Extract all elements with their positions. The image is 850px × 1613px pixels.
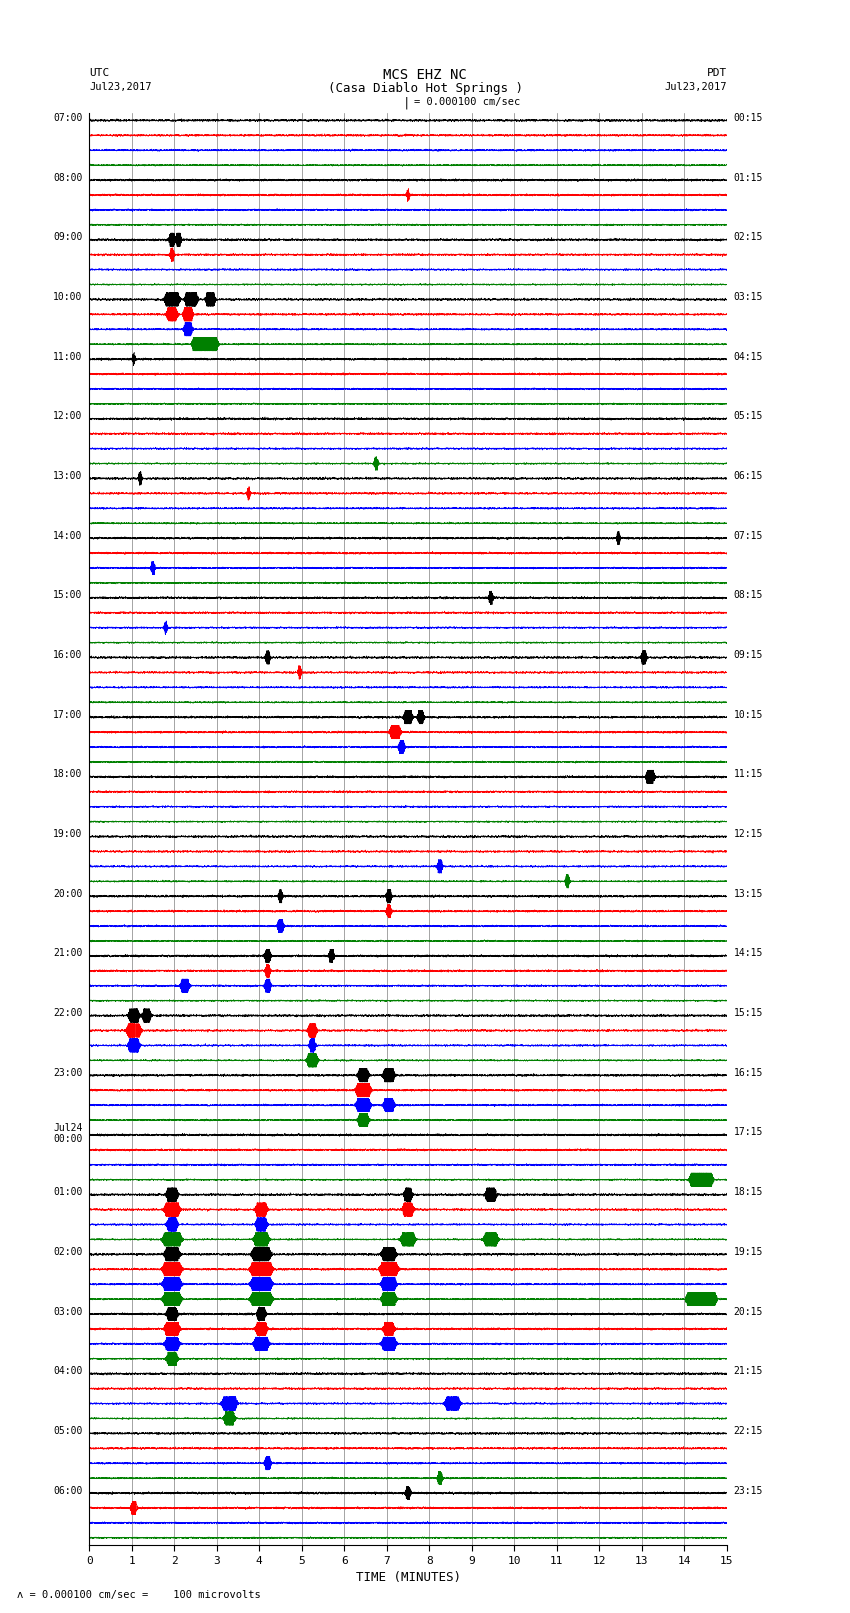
Text: 21:00: 21:00: [53, 948, 82, 958]
Text: 00:00: 00:00: [53, 1134, 82, 1144]
Text: 13:00: 13:00: [53, 471, 82, 481]
Text: 16:15: 16:15: [734, 1068, 763, 1077]
Text: 19:15: 19:15: [734, 1247, 763, 1257]
Text: 03:15: 03:15: [734, 292, 763, 302]
Text: |: |: [403, 97, 410, 110]
Text: 11:15: 11:15: [734, 769, 763, 779]
Text: Jul23,2017: Jul23,2017: [89, 82, 152, 92]
Text: 03:00: 03:00: [53, 1307, 82, 1316]
Text: 10:00: 10:00: [53, 292, 82, 302]
Text: 22:00: 22:00: [53, 1008, 82, 1018]
Text: 12:00: 12:00: [53, 411, 82, 421]
Text: 07:15: 07:15: [734, 531, 763, 540]
Text: 00:15: 00:15: [734, 113, 763, 123]
Text: 08:00: 08:00: [53, 173, 82, 182]
Text: Jul23,2017: Jul23,2017: [664, 82, 727, 92]
Text: 15:00: 15:00: [53, 590, 82, 600]
Text: 01:00: 01:00: [53, 1187, 82, 1197]
Text: 19:00: 19:00: [53, 829, 82, 839]
Text: 21:15: 21:15: [734, 1366, 763, 1376]
Text: 11:00: 11:00: [53, 352, 82, 361]
Text: 04:00: 04:00: [53, 1366, 82, 1376]
Text: 02:00: 02:00: [53, 1247, 82, 1257]
Text: 09:15: 09:15: [734, 650, 763, 660]
Text: Jul24: Jul24: [53, 1123, 82, 1132]
Text: 20:15: 20:15: [734, 1307, 763, 1316]
Text: 17:00: 17:00: [53, 710, 82, 719]
Text: 01:15: 01:15: [734, 173, 763, 182]
Text: 10:15: 10:15: [734, 710, 763, 719]
Text: ʌ = 0.000100 cm/sec =    100 microvolts: ʌ = 0.000100 cm/sec = 100 microvolts: [17, 1590, 261, 1600]
Text: MCS EHZ NC: MCS EHZ NC: [383, 68, 467, 82]
Text: 23:00: 23:00: [53, 1068, 82, 1077]
Text: 20:00: 20:00: [53, 889, 82, 898]
Text: 15:15: 15:15: [734, 1008, 763, 1018]
Text: 02:15: 02:15: [734, 232, 763, 242]
X-axis label: TIME (MINUTES): TIME (MINUTES): [355, 1571, 461, 1584]
Text: 14:00: 14:00: [53, 531, 82, 540]
Text: 13:15: 13:15: [734, 889, 763, 898]
Text: = 0.000100 cm/sec: = 0.000100 cm/sec: [414, 97, 520, 106]
Text: 06:15: 06:15: [734, 471, 763, 481]
Text: 12:15: 12:15: [734, 829, 763, 839]
Text: 17:15: 17:15: [734, 1127, 763, 1137]
Text: 04:15: 04:15: [734, 352, 763, 361]
Text: 22:15: 22:15: [734, 1426, 763, 1436]
Text: 09:00: 09:00: [53, 232, 82, 242]
Text: 05:00: 05:00: [53, 1426, 82, 1436]
Text: 18:15: 18:15: [734, 1187, 763, 1197]
Text: 18:00: 18:00: [53, 769, 82, 779]
Text: 16:00: 16:00: [53, 650, 82, 660]
Text: (Casa Diablo Hot Springs ): (Casa Diablo Hot Springs ): [327, 82, 523, 95]
Text: 08:15: 08:15: [734, 590, 763, 600]
Text: PDT: PDT: [706, 68, 727, 77]
Text: UTC: UTC: [89, 68, 110, 77]
Text: 14:15: 14:15: [734, 948, 763, 958]
Text: 06:00: 06:00: [53, 1486, 82, 1495]
Text: 07:00: 07:00: [53, 113, 82, 123]
Text: 05:15: 05:15: [734, 411, 763, 421]
Text: 23:15: 23:15: [734, 1486, 763, 1495]
